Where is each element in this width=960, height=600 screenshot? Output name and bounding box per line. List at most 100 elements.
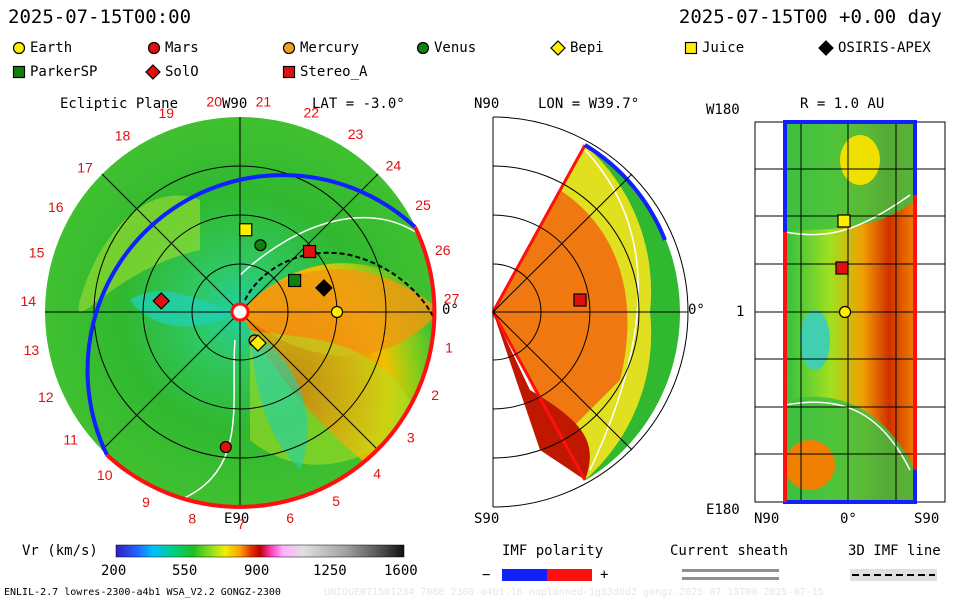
meridional-sheath-line [584, 149, 639, 471]
radial-x-left: N90 [754, 511, 780, 527]
ecliptic-slow-stream-2 [250, 330, 308, 470]
imf-line-label: 3D IMF line [848, 543, 941, 559]
carrington-tick-label: 15 [29, 244, 45, 260]
circle-marker-icon [147, 41, 161, 55]
carrington-tick-label: 17 [77, 159, 93, 175]
polarity-ring-positive [105, 226, 437, 509]
radial-title: R = 1.0 AU [800, 96, 885, 112]
radial-x-right: S90 [914, 511, 940, 527]
legend-osiris-apex: OSIRIS-APEX [818, 40, 931, 56]
carrington-tick-label: 6 [286, 510, 294, 526]
radial-marker-stereo-a [835, 261, 849, 275]
legend-label: SolO [165, 64, 199, 80]
colorbar [115, 544, 405, 558]
ecliptic-bottom-label: E90 [224, 511, 250, 527]
legend-label: Juice [702, 40, 745, 56]
meridional-bottom-label: S90 [474, 511, 500, 527]
square-marker-icon [12, 65, 26, 79]
meridional-right-label: 0° [688, 302, 705, 318]
carrington-tick-label: 14 [21, 293, 37, 309]
carrington-tick-label: 24 [386, 158, 402, 174]
marker-stereo-a [302, 244, 317, 259]
marker-mars [219, 440, 232, 454]
circle-marker-icon [12, 41, 26, 55]
carrington-tick-label: 20 [206, 94, 222, 110]
diamond-marker-icon [818, 40, 834, 56]
radial-sheath-line [784, 401, 911, 471]
radial-y-bottom: E180 [706, 502, 740, 518]
imf-polarity-label: IMF polarity [502, 543, 604, 559]
marker-juice [239, 223, 253, 237]
legend-mercury: Mercury [282, 40, 359, 56]
carrington-tick-label: 18 [115, 128, 131, 144]
footer-left: ENLIL-2.7 lowres-2300-a4b1 WSA_V2.2 GONG… [4, 587, 281, 598]
imf-minus: − [482, 567, 491, 583]
radial-panel [754, 120, 946, 504]
circle-marker-icon [416, 41, 430, 55]
colorbar-tick: 1250 [313, 563, 347, 579]
carrington-tick-label: 3 [407, 430, 415, 446]
ecliptic-title: Ecliptic Plane [60, 96, 179, 112]
current-sheath-icon [682, 569, 779, 572]
legend-label: Mars [165, 40, 199, 56]
ecliptic-markers [152, 223, 344, 454]
imf-polarity-negative [502, 569, 547, 581]
marker-venus [254, 239, 267, 252]
colorbar-tick: 1600 [384, 563, 418, 579]
legend-juice: Juice [684, 40, 744, 56]
legend-label: ParkerSP [30, 64, 98, 80]
colorbar-label: Vr (km/s) [22, 543, 98, 559]
carrington-tick-label: 19 [159, 105, 175, 121]
ecliptic-lat-label: LAT = -3.0° [312, 96, 405, 112]
carrington-tick-label: 1 [445, 340, 453, 356]
legend-label: Earth [30, 40, 73, 56]
carrington-tick-label: 16 [48, 199, 64, 215]
legend-mars: Mars [147, 40, 199, 56]
legend-venus: Venus [416, 40, 476, 56]
current-sheath-line [239, 216, 421, 276]
legend-stereo-a: Stereo_A [282, 64, 367, 80]
colorbar-tick: 550 [172, 563, 198, 579]
meridional-plane-panel [491, 116, 689, 508]
imf-plus: + [600, 567, 609, 583]
legend-parkersp: ParkerSP [12, 64, 97, 80]
ecliptic-top-label: W90 [222, 96, 248, 112]
radial-y-top: W180 [706, 102, 740, 118]
legend-bepi: Bepi [550, 40, 604, 56]
marker-bepi [249, 334, 267, 352]
radial-x-mid: 0° [840, 511, 857, 527]
carrington-tick-label: 10 [97, 467, 113, 483]
carrington-tick-label: 7 [237, 516, 245, 532]
marker-parkersp [288, 273, 302, 288]
legend-solo: SolO [145, 64, 199, 80]
carrington-tick-label: 21 [256, 93, 272, 109]
marker-osiris-apex [315, 279, 333, 297]
carrington-tick-label: 4 [373, 466, 381, 482]
carrington-tick-label: 5 [332, 493, 340, 509]
radial-marker-juice [837, 214, 851, 228]
imf-line [244, 251, 435, 321]
datetime-left: 2025-07-15T00:00 [8, 6, 192, 28]
carrington-ticks: 20 21222324252627123456789101112131415161… [21, 93, 460, 532]
current-sheath-line [179, 339, 236, 501]
polarity-ring-negative [85, 173, 417, 456]
circle-marker-icon [282, 41, 296, 55]
radial-marker-earth [838, 305, 852, 319]
legend-label: Mercury [300, 40, 360, 56]
diamond-marker-icon [145, 64, 161, 80]
carrington-tick-label: 2 [431, 387, 439, 403]
meridional-red [493, 312, 590, 480]
sun-icon [230, 302, 250, 322]
carrington-tick-label: 12 [38, 389, 54, 405]
current-sheath-label: Current sheath [670, 543, 789, 559]
carrington-tick-label: 27 [444, 290, 460, 306]
meridional-title: LON = W39.7° [538, 96, 640, 112]
square-marker-icon [684, 41, 698, 55]
marker-solo [152, 292, 171, 310]
legend-earth: Earth [12, 40, 72, 56]
radial-y-mid: 1 [736, 304, 745, 320]
marker-earth [330, 305, 344, 319]
carrington-tick-label: 11 [63, 432, 78, 448]
legend-label: OSIRIS-APEX [838, 40, 931, 56]
